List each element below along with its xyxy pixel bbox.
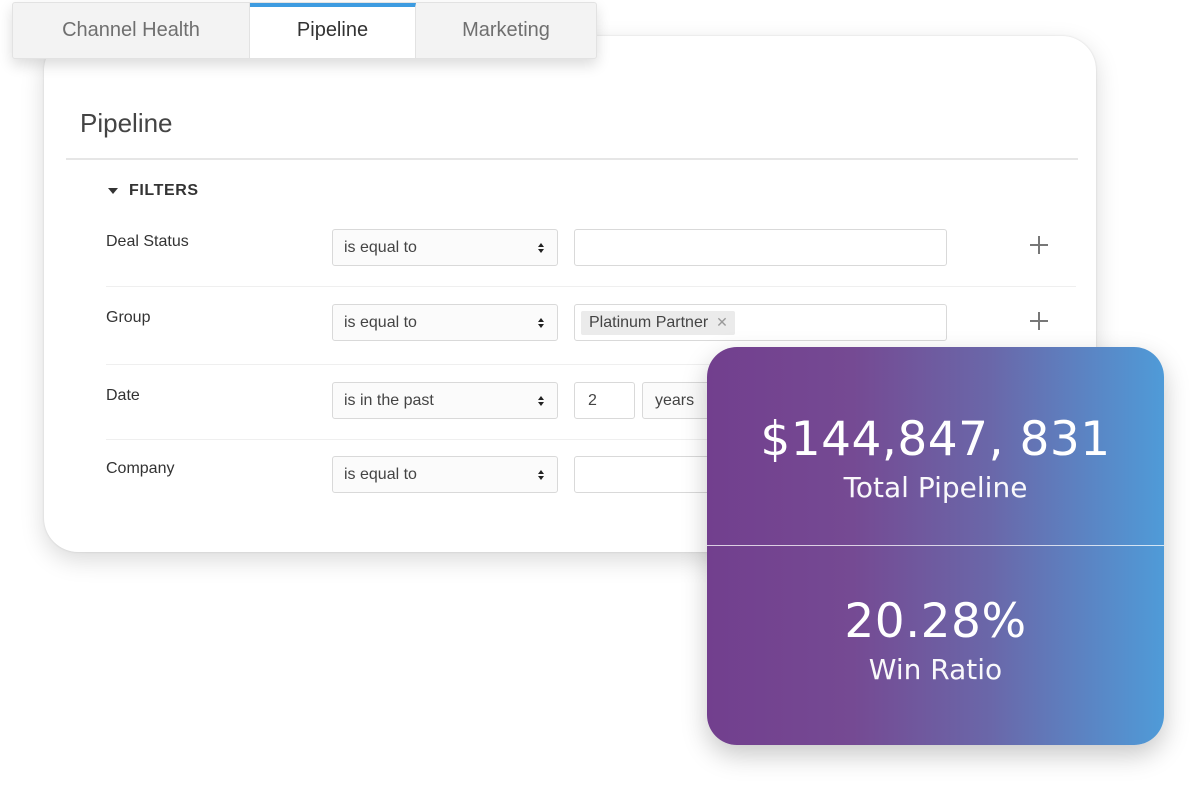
win-ratio-label: Win Ratio [868,653,1003,686]
filters-toggle[interactable]: FILTERS [108,182,199,200]
company-operator-select[interactable]: is equal to [332,456,558,493]
add-group-filter-plus-icon[interactable] [1027,309,1051,333]
caret-down-icon [108,188,118,194]
updown-arrows-icon [538,317,544,328]
filter-label-group: Group [106,309,151,326]
group-operator-value: is equal to [344,313,417,331]
date-amount-input[interactable]: 2 [574,382,635,419]
row-divider [106,439,1076,440]
updown-arrows-icon [538,469,544,480]
deal-status-value-input[interactable] [574,229,947,266]
deal-status-operator-select[interactable]: is equal to [332,229,558,266]
group-operator-select[interactable]: is equal to [332,304,558,341]
date-operator-value: is in the past [344,391,434,409]
page-title: Pipeline [80,108,173,138]
company-operator-value: is equal to [344,465,417,483]
row-divider [106,364,1076,365]
filter-label-company: Company [106,460,175,477]
filter-label-deal-status: Deal Status [106,233,189,250]
deal-status-operator-value: is equal to [344,238,417,256]
date-amount-value: 2 [588,391,597,409]
metrics-divider [707,545,1164,546]
filter-label-date: Date [106,387,140,404]
row-divider [106,286,1076,287]
tab-pipeline[interactable]: Pipeline [250,3,416,58]
report-tab-bar: Channel Health Pipeline Marketing [12,2,597,59]
total-pipeline-value: $144,847, 831 [760,412,1111,467]
updown-arrows-icon [538,395,544,406]
total-pipeline-label: Total Pipeline [843,471,1028,504]
pipeline-card: Pipeline FILTERS Deal Status is equal to… [44,36,1096,552]
win-ratio-value: 20.28% [844,594,1027,649]
filters-heading: FILTERS [129,182,199,199]
date-unit-value: years [655,391,695,409]
total-pipeline-block: $144,847, 831 Total Pipeline [707,413,1164,505]
tab-marketing[interactable]: Marketing [462,19,550,41]
add-deal-status-filter-plus-icon[interactable] [1027,233,1051,257]
metrics-card: $144,847, 831 Total Pipeline 20.28% Win … [707,347,1164,745]
win-ratio-block: 20.28% Win Ratio [707,595,1164,687]
title-divider [66,158,1078,160]
group-chip-label: Platinum Partner [589,313,709,331]
close-icon[interactable]: ✕ [716,314,728,330]
tab-channel-health[interactable]: Channel Health [13,3,250,58]
date-operator-select[interactable]: is in the past [332,382,558,419]
group-chip: Platinum Partner ✕ [581,310,735,335]
updown-arrows-icon [538,242,544,253]
group-value-input[interactable]: Platinum Partner ✕ [574,304,947,341]
